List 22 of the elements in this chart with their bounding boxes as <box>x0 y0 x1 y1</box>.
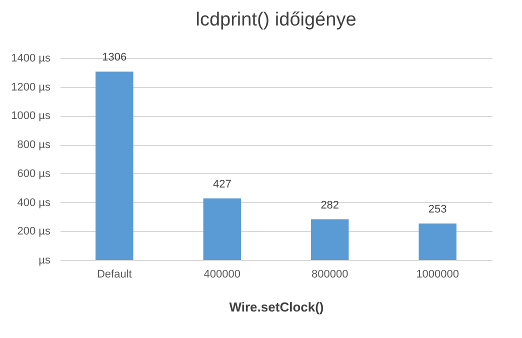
x-tick-label: 1000000 <box>416 268 460 280</box>
x-tick-label: 400000 <box>204 268 240 280</box>
data-label: 282 <box>320 199 340 212</box>
chart-title: lcdprint() időigénye <box>196 10 356 31</box>
x-axis-title: Wire.setClock() <box>229 300 324 314</box>
bar <box>203 198 241 260</box>
bar <box>96 72 134 260</box>
data-label: 427 <box>212 178 232 190</box>
y-tick-label: µs <box>38 254 51 266</box>
x-tick-label: 800000 <box>312 268 348 280</box>
y-tick-label: 1200 µs <box>11 81 51 94</box>
y-tick-label: 1400 µs <box>11 52 51 64</box>
y-tick-label: 200 µs <box>17 226 51 238</box>
bar <box>418 223 456 260</box>
y-tick-label: 800 µs <box>17 139 51 152</box>
y-tick-label: 400 µs <box>17 196 51 209</box>
data-label: 253 <box>428 203 447 216</box>
bar <box>311 219 349 260</box>
y-tick-label: 600 µs <box>17 168 51 180</box>
x-tick-label: Default <box>96 268 132 280</box>
y-tick-label: 1000 µs <box>11 110 51 122</box>
data-label: 1306 <box>102 52 127 64</box>
